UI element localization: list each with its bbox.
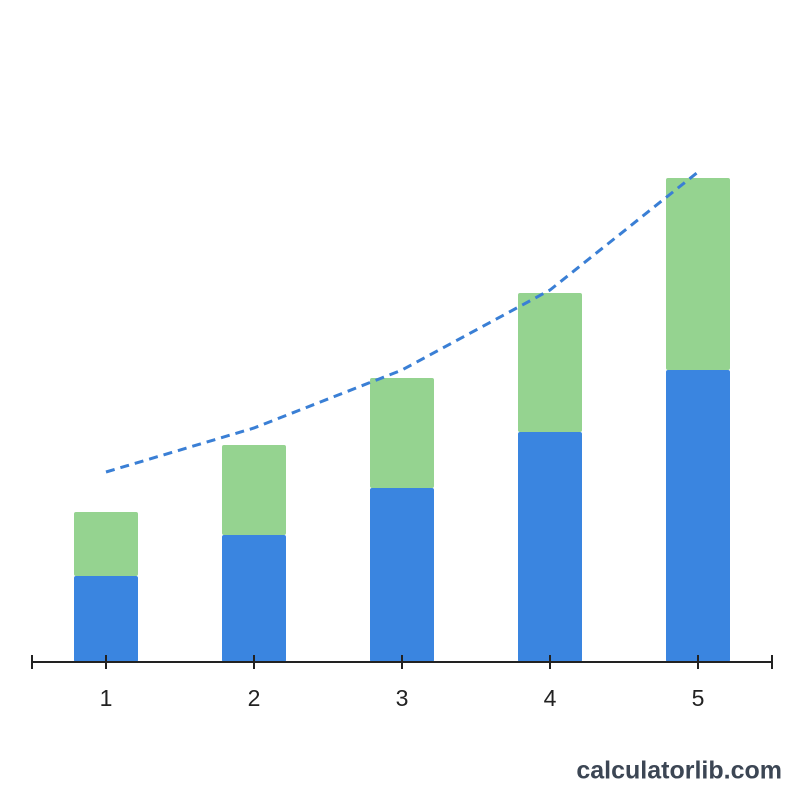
trend-line: [105, 170, 699, 474]
bar-segment: [222, 535, 286, 662]
bar-segment: [74, 576, 138, 662]
bar-segment: [518, 293, 582, 432]
x-tick-label: 2: [248, 685, 261, 711]
bar-segment: [370, 378, 434, 488]
bar-segment: [370, 488, 434, 662]
bar-segment: [666, 370, 730, 662]
x-tick-label: 4: [544, 685, 557, 711]
bar-segment: [74, 512, 138, 576]
bar-segment: [666, 178, 730, 370]
x-tick-label: 3: [396, 685, 409, 711]
bar-segment: [222, 445, 286, 535]
x-tick-label: 5: [692, 685, 705, 711]
watermark: calculatorlib.com: [576, 757, 782, 785]
x-tick-label: 1: [100, 685, 113, 711]
bar-segment: [518, 432, 582, 662]
